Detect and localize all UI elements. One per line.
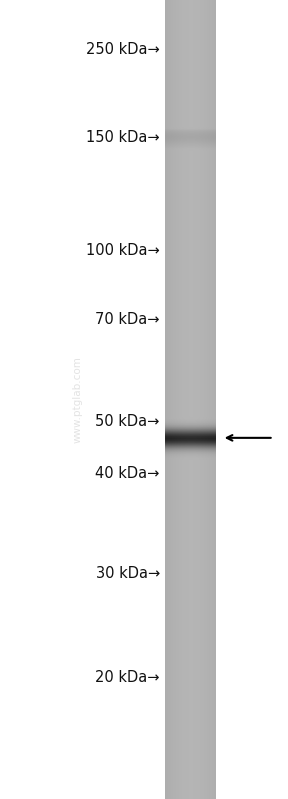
Text: 40 kDa→: 40 kDa→ (95, 466, 160, 480)
Text: 150 kDa→: 150 kDa→ (86, 130, 160, 145)
Text: 100 kDa→: 100 kDa→ (86, 243, 160, 257)
Text: 30 kDa→: 30 kDa→ (96, 566, 160, 581)
Text: 70 kDa→: 70 kDa→ (95, 312, 160, 327)
Text: 50 kDa→: 50 kDa→ (95, 415, 160, 429)
Text: www.ptglab.com: www.ptglab.com (73, 356, 83, 443)
Text: 20 kDa→: 20 kDa→ (95, 670, 160, 685)
Text: 250 kDa→: 250 kDa→ (86, 42, 160, 57)
